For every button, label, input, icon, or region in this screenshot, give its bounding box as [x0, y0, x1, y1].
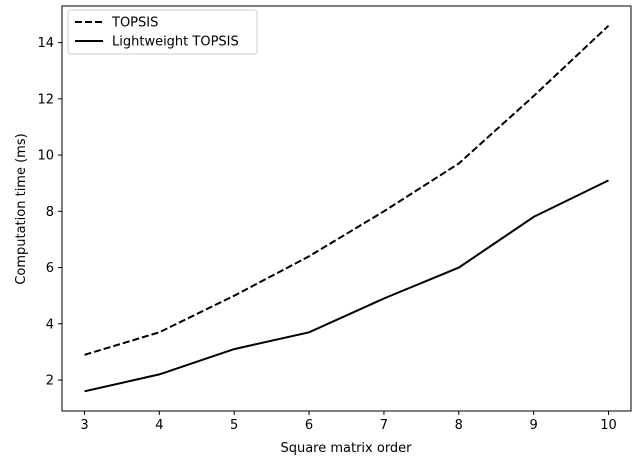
legend-label: TOPSIS: [111, 16, 158, 31]
legend-box: [67, 9, 258, 55]
y-tick-label: 2: [46, 374, 54, 389]
y-tick-label: 6: [46, 261, 54, 276]
x-tick-label: 10: [600, 418, 617, 433]
y-tick-label: 4: [46, 317, 54, 332]
plot-area: 3 4 5 6 7 8 9 10 2 4 6 8 10 12 14: [37, 5, 632, 433]
series-layer: [84, 24, 610, 393]
legend: TOPSIS Lightweight TOPSIS: [67, 9, 258, 55]
series-line-lightweight-topsis: [84, 179, 609, 393]
x-axis-label: Square matrix order: [280, 441, 412, 456]
y-tick-label: 8: [46, 205, 54, 220]
x-tick-label: 6: [305, 418, 313, 433]
y-tick-label: 10: [37, 149, 54, 164]
series-line-topsis: [84, 24, 610, 356]
x-tick-label: 9: [530, 418, 538, 433]
x-axis-ticks: 3 4 5 6 7 8 9 10: [80, 411, 617, 433]
y-tick-label: 14: [37, 36, 54, 51]
y-tick-label: 12: [37, 92, 54, 107]
x-tick-label: 5: [230, 418, 238, 433]
x-tick-label: 4: [155, 418, 163, 433]
y-axis-label: Computation time (ms): [14, 133, 29, 284]
y-axis-ticks: 2 4 6 8 10 12 14: [37, 36, 62, 389]
legend-label: Lightweight TOPSIS: [112, 35, 239, 50]
axes-frame: [61, 5, 632, 412]
x-tick-label: 3: [80, 418, 88, 433]
x-tick-label: 8: [455, 418, 463, 433]
x-tick-label: 7: [380, 418, 388, 433]
